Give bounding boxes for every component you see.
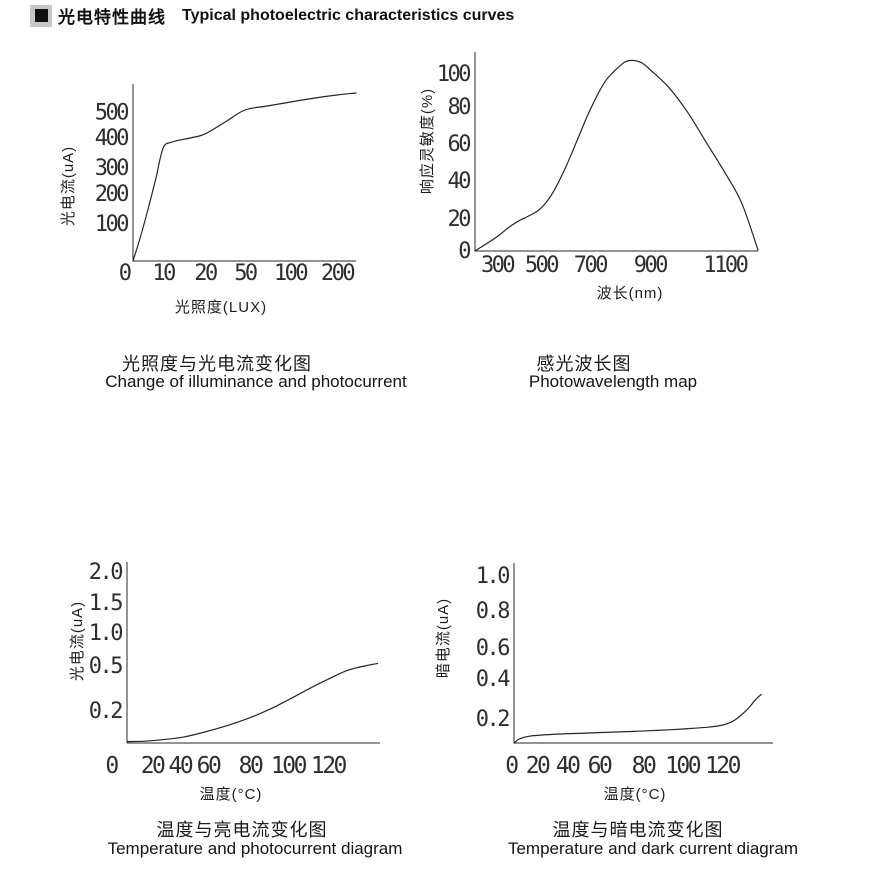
chart-temperature-photocurrent-canvas: 0.2 0.5 1.0 1.5 2.0 0 20 40 60 80 100 120 温度(°C) 光电流(…	[69, 560, 380, 803]
caption-cn-illuminance: 光照度与光电流变化图	[122, 354, 312, 374]
y-tick-label: 100	[95, 212, 128, 237]
x-axis-title: 波长(nm)	[597, 285, 664, 302]
caption-cn-temp-darkcurrent: 温度与暗电流变化图	[552, 820, 724, 840]
x-tick-label: 20	[194, 261, 217, 286]
y-tick-label: 1.0	[89, 621, 122, 646]
x-tick-label: 700	[574, 253, 607, 278]
x-axis-title: 光照度(LUX)	[175, 299, 267, 316]
chart-temperature-darkcurrent: 0.2 0.4 0.6 0.8 1.0 0 20 40 60 80 100 120 温度(°C) 暗电流(…	[430, 545, 790, 815]
section-bullet-icon	[30, 4, 52, 27]
x-tick-label: 60	[197, 753, 221, 779]
y-tick-label: 300	[95, 156, 128, 181]
caption-en-illuminance: Change of illuminance and photocurrent	[105, 372, 407, 391]
curve-line	[513, 693, 762, 744]
section-header: 光电特性曲线 Typical photoelectric characteris…	[30, 3, 514, 28]
section-title-cn: 光电特性曲线	[58, 8, 166, 27]
x-tick-label: 40	[169, 753, 193, 779]
x-tick-label: 0	[119, 261, 131, 286]
y-tick-label: 0.2	[476, 707, 509, 732]
caption-en-temp-photocurrent: Temperature and photocurrent diagram	[107, 839, 403, 858]
y-tick-label: 200	[95, 182, 128, 207]
y-axis-title: 光电流(uA)	[69, 601, 86, 681]
x-tick-label: 120	[311, 753, 347, 779]
section-title-en: Typical photoelectric characteristics cu…	[182, 6, 515, 24]
x-tick-label: 60	[588, 753, 612, 779]
curve-line	[474, 59, 759, 252]
x-tick-label: 80	[239, 753, 263, 779]
x-tick-label: 300	[481, 253, 514, 278]
y-tick-label: 1.0	[476, 564, 509, 589]
x-tick-label: 50	[234, 261, 257, 286]
y-tick-label: 40	[448, 169, 471, 194]
x-tick-label: 100	[271, 753, 307, 779]
y-tick-label: 20	[448, 207, 471, 232]
x-tick-label: 120	[705, 753, 741, 779]
y-tick-label: 1.5	[89, 591, 122, 616]
x-tick-label: 40	[556, 753, 580, 779]
black-square-icon	[34, 9, 48, 22]
x-tick-label: 80	[632, 753, 656, 779]
curve-line	[132, 92, 357, 262]
y-axis-title: 响应灵敏度(%)	[418, 88, 436, 194]
caption-en-temp-darkcurrent: Temperature and dark current diagram	[507, 839, 799, 858]
caption-cn-temp-photocurrent: 温度与亮电流变化图	[156, 820, 328, 840]
x-tick-label: 0	[505, 753, 518, 779]
chart-spectral-response: 0 20 40 60 80 100 300 500 700 900 1100 波长(nm) 响应灵敏度(…	[400, 40, 800, 320]
y-tick-label: 0.4	[476, 667, 510, 692]
y-tick-label: 100	[437, 62, 470, 87]
x-tick-label: 1100	[703, 253, 747, 278]
x-tick-label: 100	[274, 261, 307, 286]
x-tick-label: 200	[321, 261, 354, 286]
chart-temperature-photocurrent: 0.2 0.5 1.0 1.5 2.0 0 20 40 60 80 100 120 温度(°C) 光电流(…	[40, 545, 400, 815]
x-axis-title: 温度(°C)	[604, 786, 667, 803]
y-tick-label: 0	[458, 239, 470, 264]
chart-spectral-response-canvas: 0 20 40 60 80 100 300 500 700 900 1100 波长(nm) 响应灵敏度(…	[418, 52, 759, 302]
y-tick-label: 400	[95, 126, 128, 151]
y-tick-label: 60	[448, 132, 471, 157]
y-tick-label: 80	[448, 95, 471, 120]
chart-illuminance-photocurrent: 100 200 300 400 500 0 10 20 50 100 200 光照度(LUX) 光电流(…	[40, 55, 410, 330]
caption-cn-wavelength: 感光波长图	[536, 354, 632, 374]
x-tick-label: 900	[634, 253, 667, 278]
y-tick-label: 0.5	[89, 654, 122, 679]
x-tick-label: 500	[525, 253, 558, 278]
x-tick-label: 100	[665, 753, 701, 779]
x-tick-label: 20	[526, 753, 550, 779]
y-tick-label: 2.0	[89, 560, 122, 585]
x-tick-label: 0	[105, 753, 118, 779]
x-tick-label: 20	[141, 753, 165, 779]
y-tick-label: 0.6	[476, 636, 509, 661]
y-axis-title: 暗电流(uA)	[435, 598, 452, 678]
caption-en-wavelength: Photowavelength map	[528, 372, 698, 391]
chart-temperature-darkcurrent-canvas: 0.2 0.4 0.6 0.8 1.0 0 20 40 60 80 100 120 温度(°C) 暗电流(…	[435, 563, 773, 803]
y-tick-label: 500	[95, 100, 128, 125]
y-axis-title: 光电流(uA)	[60, 146, 77, 226]
x-tick-label: 10	[152, 261, 175, 286]
y-tick-label: 0.8	[476, 599, 509, 624]
x-axis-title: 温度(°C)	[200, 786, 263, 803]
curve-line	[126, 662, 379, 743]
y-tick-label: 0.2	[89, 699, 122, 724]
